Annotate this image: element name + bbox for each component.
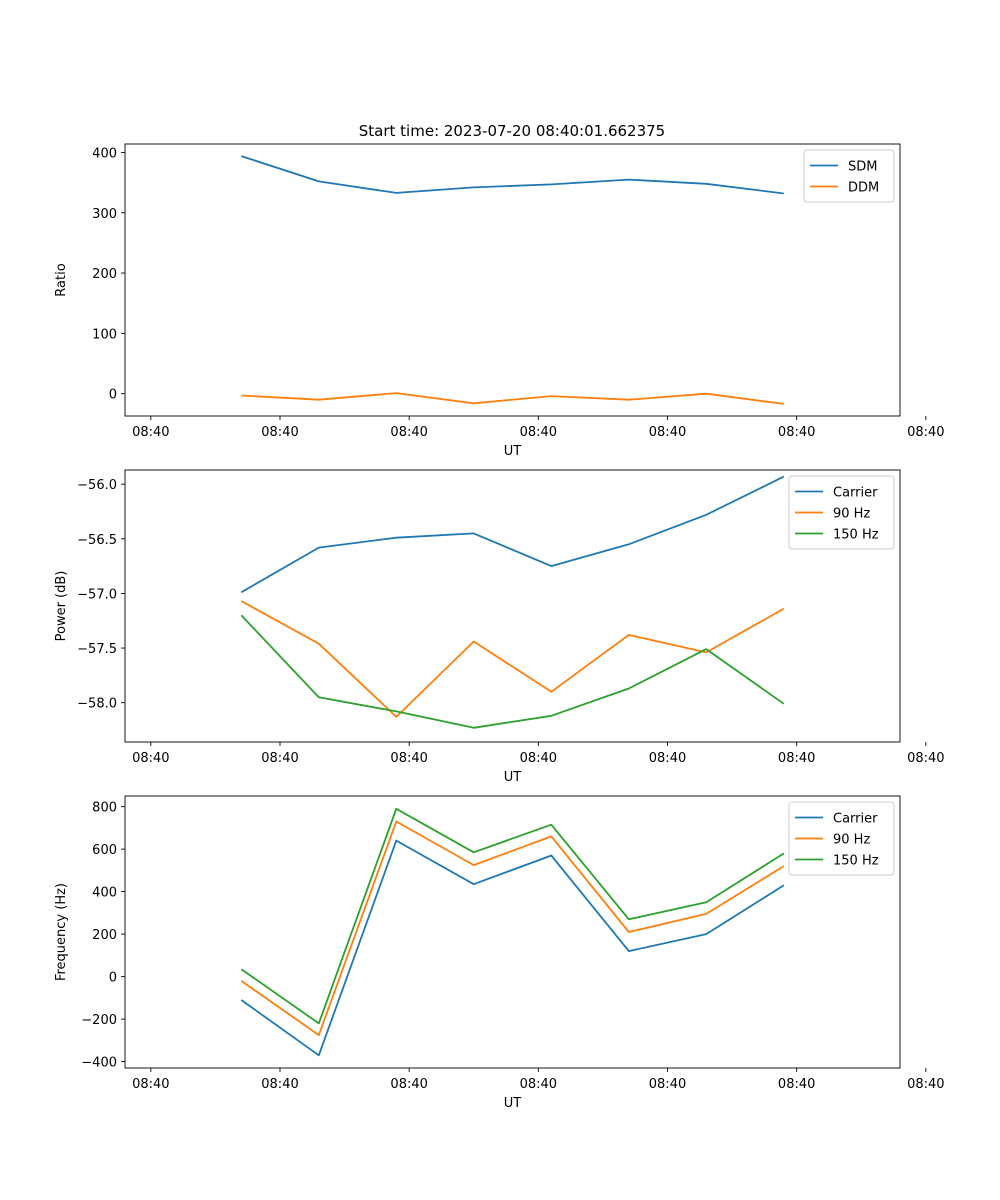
y-tick-label: 0: [109, 388, 117, 403]
legend-label: 150 Hz: [833, 528, 879, 543]
legend-label: 90 Hz: [833, 833, 870, 848]
y-tick-label: −56.5: [77, 533, 117, 548]
x-tick-label: 08:40: [907, 425, 944, 440]
x-axis-label: UT: [504, 770, 522, 785]
y-tick-label: 100: [92, 327, 117, 342]
y-axis-label: Ratio: [54, 263, 69, 296]
panel-3: 08:40 08:40 08:40 08:40 08:40 08:40 08:40 −400 −…: [54, 796, 945, 1111]
x-axis-label: UT: [504, 444, 522, 459]
legend-label: SDM: [848, 160, 877, 175]
figure: Start time: 2023-07-20 08:40:01.662375 0…: [0, 0, 1000, 1200]
x-tick-label: 08:40: [261, 1077, 298, 1092]
x-tick-label: 08:40: [778, 751, 815, 766]
x-tick-label: 08:40: [520, 425, 557, 440]
x-tick-label: 08:40: [132, 425, 169, 440]
series-line-90-hz: [241, 601, 784, 717]
series-line-90-hz: [241, 822, 784, 1036]
y-tick-label: −56.0: [77, 478, 117, 493]
x-tick-label: 08:40: [261, 751, 298, 766]
x-tick-label: 08:40: [390, 751, 427, 766]
x-axis-label: UT: [504, 1096, 522, 1111]
y-tick-label: 300: [92, 207, 117, 222]
legend-label: Carrier: [833, 486, 878, 501]
y-tick-label: 200: [92, 267, 117, 282]
series-line-sdm: [241, 156, 784, 193]
series-line-150-hz: [241, 615, 784, 728]
legend: Carrier 90 Hz 150 Hz: [789, 802, 894, 875]
x-tick-label: 08:40: [520, 751, 557, 766]
y-axis-label: Frequency (Hz): [54, 883, 69, 981]
x-tick-label: 08:40: [390, 1077, 427, 1092]
y-axis-label: Power (dB): [54, 571, 69, 642]
y-tick-label: 600: [92, 843, 117, 858]
x-tick-label: 08:40: [907, 1077, 944, 1092]
y-tick-label: −200: [81, 1013, 117, 1028]
x-tick-label: 08:40: [132, 751, 169, 766]
panel-2: 08:40 08:40 08:40 08:40 08:40 08:40 08:40 −58.0…: [54, 470, 945, 785]
legend-label: Carrier: [833, 812, 878, 827]
y-tick-label: 800: [92, 801, 117, 816]
legend-label: DDM: [848, 181, 879, 196]
y-tick-label: −57.5: [77, 642, 117, 657]
y-tick-label: −58.0: [77, 697, 117, 712]
x-tick-label: 08:40: [778, 1077, 815, 1092]
y-tick-label: 400: [92, 146, 117, 161]
legend-label: 90 Hz: [833, 507, 870, 522]
series-line-150-hz: [241, 809, 784, 1024]
x-tick-label: 08:40: [649, 425, 686, 440]
x-tick-label: 08:40: [907, 751, 944, 766]
x-tick-label: 08:40: [649, 1077, 686, 1092]
legend: Carrier 90 Hz 150 Hz: [789, 476, 894, 549]
y-tick-label: 200: [92, 928, 117, 943]
x-tick-label: 08:40: [649, 751, 686, 766]
y-tick-label: −57.0: [77, 587, 117, 602]
y-tick-label: 0: [109, 971, 117, 986]
axes-frame: [125, 144, 900, 416]
x-tick-label: 08:40: [520, 1077, 557, 1092]
legend: SDM DDM: [804, 150, 894, 202]
chart-title: Start time: 2023-07-20 08:40:01.662375: [359, 122, 665, 140]
axes-frame: [125, 796, 900, 1068]
legend-label: 150 Hz: [833, 854, 879, 869]
series-line-carrier: [241, 477, 784, 593]
panel-1: 08:40 08:40 08:40 08:40 08:40 08:40 08:40 0 100 2…: [54, 144, 945, 459]
axes-frame: [125, 470, 900, 742]
x-tick-label: 08:40: [390, 425, 427, 440]
y-tick-label: −400: [81, 1056, 117, 1071]
series-line-ddm: [241, 393, 784, 404]
x-tick-label: 08:40: [261, 425, 298, 440]
x-tick-label: 08:40: [132, 1077, 169, 1092]
y-tick-label: 400: [92, 886, 117, 901]
chart-panels: 08:40 08:40 08:40 08:40 08:40 08:40 08:40 0 100 2…: [54, 144, 945, 1111]
x-tick-label: 08:40: [778, 425, 815, 440]
